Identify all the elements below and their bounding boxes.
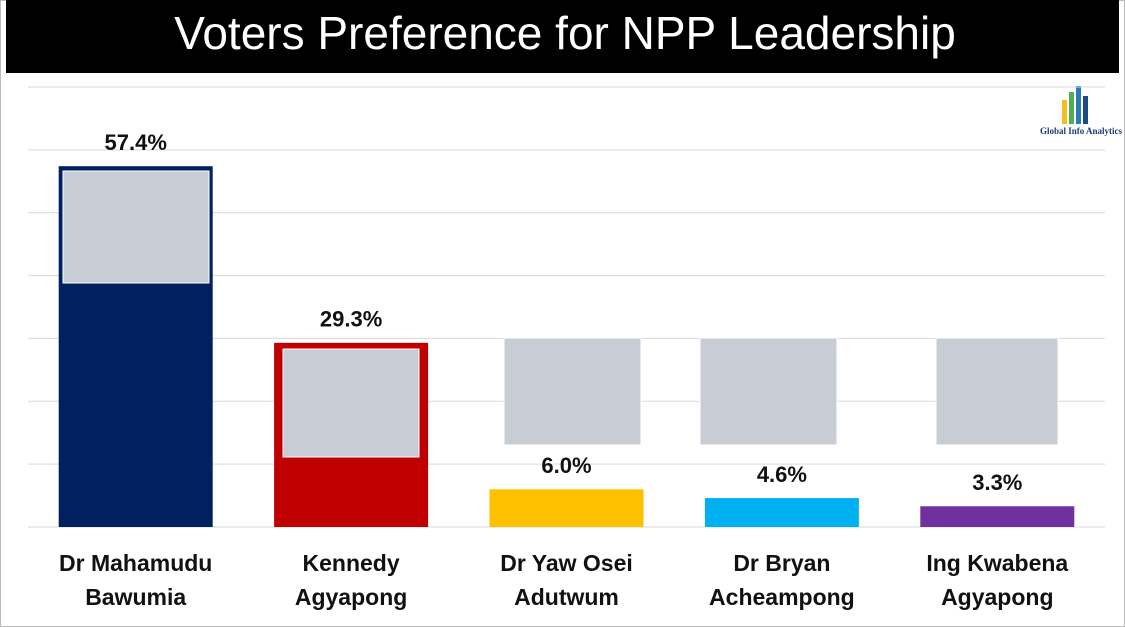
x-tick-label: Ing Kwabena Agyapong bbox=[926, 550, 1069, 610]
logo-bar bbox=[1083, 96, 1088, 124]
bar bbox=[920, 506, 1075, 527]
x-tick-label: Dr Yaw Osei Adutwum bbox=[500, 550, 633, 610]
value-label: 4.6% bbox=[757, 462, 807, 487]
candidate-photo bbox=[699, 337, 838, 446]
x-tick-label: Dr Mahamudu Bawumia bbox=[59, 550, 213, 610]
logo-bar bbox=[1069, 92, 1074, 124]
source: Global Info Analytics bbox=[1040, 126, 1123, 136]
x-tick-label: Kennedy Agyapong bbox=[294, 550, 408, 610]
candidate-photo bbox=[62, 170, 210, 284]
logo-bar bbox=[1076, 86, 1081, 124]
bar bbox=[489, 489, 644, 527]
candidate-photo bbox=[282, 348, 420, 458]
logo-bar bbox=[1062, 100, 1067, 124]
value-label: 3.3% bbox=[972, 470, 1022, 495]
chart-title: Voters Preference for NPP Leadership bbox=[174, 7, 956, 59]
value-label: 29.3% bbox=[320, 307, 382, 332]
value-label: 6.0% bbox=[541, 453, 591, 478]
bar bbox=[704, 498, 859, 527]
candidate-photo bbox=[503, 337, 642, 446]
value-label: 57.4% bbox=[105, 130, 167, 155]
candidate-photo bbox=[935, 337, 1059, 446]
title-bar bbox=[6, 0, 1119, 73]
logo: Global Info Analytics bbox=[1040, 86, 1123, 136]
x-tick-label: Dr Bryan Acheampong bbox=[709, 550, 855, 610]
